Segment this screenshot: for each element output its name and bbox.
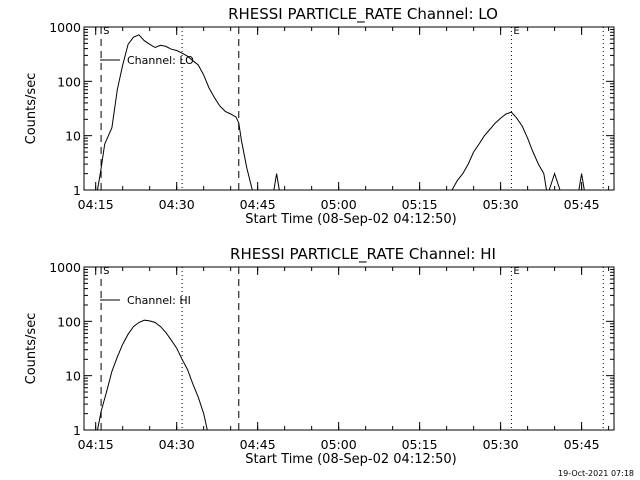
x-tick-label: 05:45 — [564, 197, 600, 212]
plot-frame — [83, 26, 615, 191]
y-tick-label: 10 — [65, 369, 81, 384]
y-tick-label: 10 — [65, 129, 81, 144]
legend-label: Channel: LO — [127, 54, 194, 67]
y-tick-label: 1 — [73, 183, 81, 198]
plot-frame — [83, 266, 615, 431]
y-axis-label: Counts/sec — [24, 73, 39, 145]
chart-panel-hi: RHESSI PARTICLE_RATE Channel: HI 1 10 100 10… — [24, 245, 615, 467]
series-line — [97, 319, 208, 431]
time-marker-label: S — [103, 26, 109, 37]
time-marker-label: S — [103, 266, 109, 277]
series-line — [578, 173, 585, 191]
x-tick-label: 04:30 — [159, 437, 195, 452]
time-marker-label: E — [513, 266, 519, 277]
y-tick-label: 100 — [57, 314, 81, 329]
series-line — [97, 34, 253, 191]
series-line — [273, 173, 280, 191]
x-tick-label: 05:15 — [402, 437, 438, 452]
y-tick-label: 1 — [73, 423, 81, 438]
chart-title: RHESSI PARTICLE_RATE Channel: LO — [228, 5, 498, 24]
x-tick-label: 04:30 — [159, 197, 195, 212]
y-tick-label: 1000 — [49, 20, 81, 35]
x-tick-label: 05:15 — [402, 197, 438, 212]
x-tick-label: 04:15 — [78, 197, 114, 212]
x-tick-label: 05:00 — [321, 437, 357, 452]
time-marker-label: E — [513, 26, 519, 37]
series-line — [548, 172, 561, 191]
legend-label: Channel: HI — [127, 294, 191, 307]
x-tick-label: 05:45 — [564, 437, 600, 452]
x-tick-label: 04:45 — [240, 437, 276, 452]
y-tick-label: 1000 — [49, 260, 81, 275]
series-line — [451, 111, 547, 191]
x-tick-label: 05:00 — [321, 197, 357, 212]
x-tick-label: 05:30 — [483, 437, 519, 452]
x-tick-label: 04:15 — [78, 437, 114, 452]
y-tick-label: 100 — [57, 74, 81, 89]
x-tick-label: 05:30 — [483, 197, 519, 212]
y-axis-label: Counts/sec — [24, 313, 39, 385]
x-axis-label: Start Time (08-Sep-02 04:12:50) — [245, 212, 456, 227]
x-tick-label: 04:45 — [240, 197, 276, 212]
chart-panel-lo: RHESSI PARTICLE_RATE Channel: LO 1 10 100 10… — [24, 5, 615, 227]
x-axis-label: Start Time (08-Sep-02 04:12:50) — [245, 452, 456, 467]
chart-title: RHESSI PARTICLE_RATE Channel: HI — [230, 245, 496, 264]
footer-timestamp: 19-Oct-2021 07:18 — [558, 469, 634, 478]
